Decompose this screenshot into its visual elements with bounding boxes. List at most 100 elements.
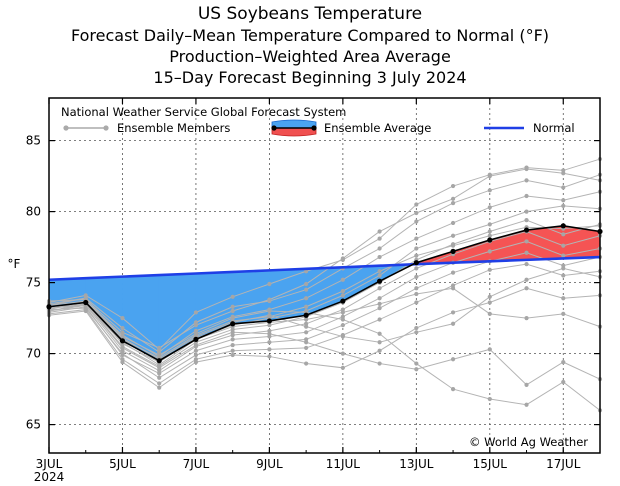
- x-tick-label: 5JUL: [109, 457, 136, 471]
- ensemble-member-point: [377, 229, 382, 234]
- x-tick-label: 17JUL: [546, 457, 581, 471]
- ensemble-member-point: [304, 345, 309, 351]
- ensemble-member-line: [48, 263, 601, 385]
- ensemble-member-point: [414, 210, 419, 216]
- ensemble-member-point: [304, 330, 309, 335]
- ensemble-member-point: [267, 354, 272, 359]
- legend-members-marker: [103, 125, 109, 131]
- ensemble-member-point: [230, 352, 235, 358]
- ensemble-member-point: [524, 316, 529, 321]
- ensemble-member-point: [120, 351, 125, 356]
- ensemble-member-point: [524, 277, 529, 282]
- ensemble-member-point: [561, 253, 566, 258]
- ensemble-member-point: [120, 325, 125, 331]
- ensemble-member-point: [450, 220, 456, 226]
- y-tick-label: 85: [26, 134, 41, 148]
- ensemble-member-point: [340, 310, 345, 315]
- ensemble-member-point: [193, 352, 199, 358]
- y-tick-label: 80: [26, 205, 41, 219]
- ensemble-member-point: [450, 243, 456, 248]
- ensemble-member-point: [157, 345, 162, 351]
- ensemble-member-point: [377, 296, 382, 301]
- ensemble-member-point: [267, 340, 272, 345]
- ensemble-member-point: [267, 308, 272, 314]
- legend: National Weather Service Global Forecast…: [61, 105, 575, 137]
- ensemble-average-point: [156, 358, 162, 364]
- ensemble-member-point: [414, 266, 419, 271]
- ensemble-member-point: [157, 385, 162, 390]
- ensemble-member-point: [267, 281, 272, 287]
- ensemble-member-point: [487, 311, 492, 316]
- ensemble-member-point: [450, 183, 456, 189]
- ensemble-member-point: [524, 218, 529, 223]
- ensemble-member-point: [377, 246, 382, 251]
- ensemble-member-point: [157, 375, 162, 380]
- ensemble-member-point: [487, 300, 492, 305]
- y-tick-label: 75: [26, 276, 41, 290]
- ensemble-member-point: [524, 209, 529, 214]
- chart-title: US Soybeans Temperature: [197, 4, 423, 24]
- ensemble-average-point: [119, 338, 126, 344]
- x-tick-label: 15JUL: [473, 457, 508, 471]
- ensemble-member-point: [377, 317, 382, 322]
- ensemble-member-point: [414, 325, 419, 331]
- ensemble-member-point: [377, 361, 382, 366]
- ensemble-member-point: [83, 308, 88, 314]
- ensemble-member-line: [48, 252, 601, 379]
- ensemble-member-point: [487, 249, 492, 254]
- ensemble-member-point: [230, 308, 235, 314]
- ensemble-member-line: [48, 287, 601, 366]
- credit-text: © World Ag Weather: [469, 435, 588, 449]
- ensemble-member-point: [487, 233, 492, 238]
- ensemble-average-point: [340, 298, 346, 304]
- ensemble-member-point: [304, 340, 309, 345]
- ensemble-member-point: [340, 351, 345, 356]
- ensemble-member-point: [304, 304, 309, 309]
- ensemble-member-point: [561, 379, 566, 385]
- ensemble-member-point: [230, 304, 235, 309]
- ensemble-member-line: [48, 219, 601, 367]
- ensemble-member-point: [450, 286, 456, 291]
- ensemble-member-point: [524, 262, 529, 267]
- ensemble-member-point: [487, 294, 492, 299]
- ensemble-member-point: [267, 297, 272, 302]
- ensemble-member-point: [377, 331, 382, 336]
- y-axis-label: °F: [8, 257, 21, 271]
- ensemble-member-point: [414, 219, 419, 224]
- ensemble-member-point: [120, 316, 125, 321]
- ensemble-member-point: [340, 277, 345, 282]
- ensemble-average-point: [266, 318, 272, 324]
- ensemble-member-point: [561, 243, 566, 248]
- ensemble-average-point: [230, 321, 236, 327]
- ensemble-member-point: [414, 291, 419, 297]
- ensemble-member-point: [120, 360, 125, 365]
- ensemble-member-point: [561, 198, 566, 203]
- y-tick-label: 65: [26, 418, 41, 432]
- x-tick-sublabel: 2024: [34, 470, 65, 484]
- ensemble-member-point: [304, 317, 309, 322]
- ensemble-member-point: [193, 342, 199, 348]
- ensemble-member-point: [340, 317, 345, 322]
- ensemble-member-point: [487, 267, 492, 272]
- ensemble-member-point: [120, 330, 125, 335]
- ensemble-member-point: [120, 345, 125, 351]
- ensemble-member-point: [450, 196, 456, 201]
- ensemble-member-point: [267, 347, 272, 352]
- ensemble-member-line: [48, 267, 601, 360]
- legend-average-marker: [311, 125, 317, 131]
- ensemble-average-point: [560, 223, 566, 229]
- ensemble-member-point: [230, 337, 235, 342]
- ensemble-member-point: [377, 340, 382, 345]
- chart-subtitle-1: Forecast Daily–Mean Temperature Compared…: [70, 26, 550, 45]
- legend-normal-label: Normal: [533, 121, 575, 135]
- ensemble-member-point: [304, 361, 309, 366]
- ensemble-member-point: [487, 347, 492, 352]
- ensemble-member-point: [193, 323, 199, 328]
- ensemble-member-point: [450, 321, 456, 326]
- ensemble-member-point: [267, 331, 272, 336]
- ensemble-member-point: [487, 229, 492, 234]
- ensemble-member-point: [414, 286, 419, 291]
- x-tick-label: 3JUL: [36, 457, 63, 471]
- ensemble-member-line: [48, 158, 601, 351]
